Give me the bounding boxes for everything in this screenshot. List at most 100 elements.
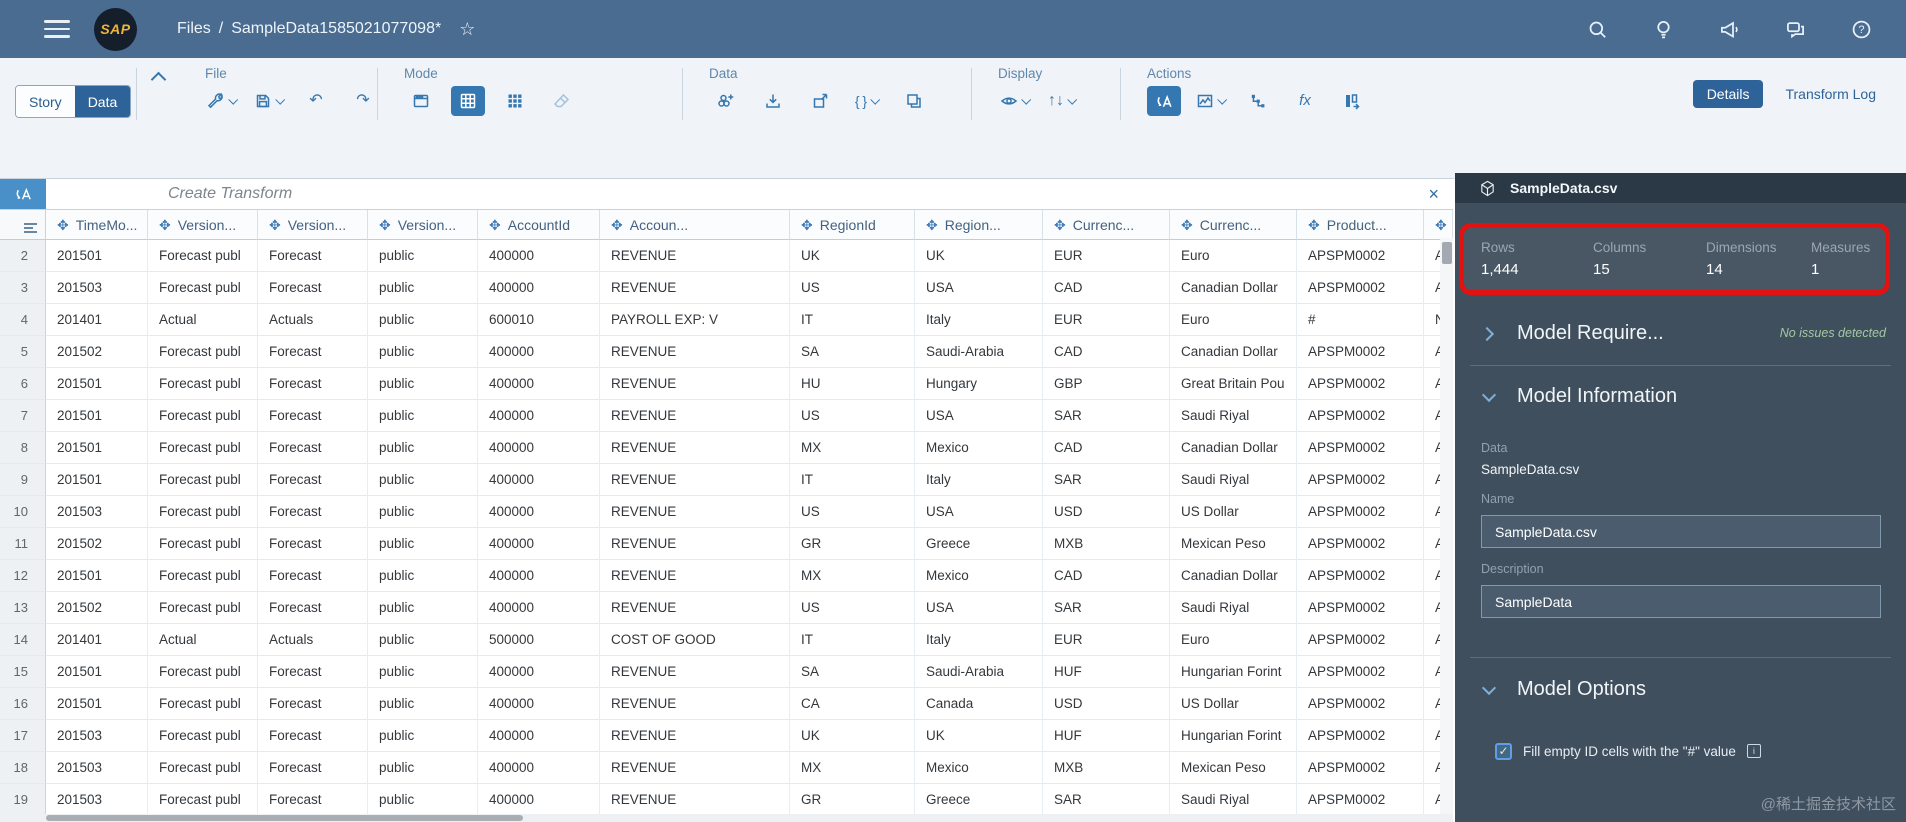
table-cell[interactable]: public [368,528,478,560]
table-cell[interactable]: 400000 [478,336,600,368]
row-number[interactable]: 2 [0,240,46,272]
table-cell[interactable]: 201502 [46,592,148,624]
column-header[interactable]: ✥ TimeMo... [46,210,148,240]
formula-button[interactable]: fx [1288,86,1322,116]
geo-enrich-button[interactable] [1194,86,1228,116]
table-cell[interactable]: REVENUE [600,656,790,688]
table-cell[interactable]: Canada [915,688,1043,720]
table-cell[interactable]: REVENUE [600,240,790,272]
table-cell[interactable]: Forecast publ [148,464,258,496]
table-cell[interactable]: REVENUE [600,496,790,528]
table-cell[interactable]: 201501 [46,432,148,464]
table-cell[interactable]: Forecast publ [148,336,258,368]
name-input[interactable]: SampleData.csv [1481,515,1881,548]
table-cell[interactable]: Euro [1170,240,1297,272]
table-cell[interactable]: Forecast [258,368,368,400]
row-number[interactable]: 15 [0,656,46,688]
table-cell[interactable]: APSPM0002 [1297,624,1424,656]
description-input[interactable]: SampleData [1481,585,1881,618]
table-cell[interactable]: APSPM0002 [1297,528,1424,560]
table-cell[interactable]: public [368,624,478,656]
table-cell[interactable]: 201503 [46,720,148,752]
table-cell[interactable]: public [368,368,478,400]
table-cell[interactable]: Forecast publ [148,400,258,432]
section-model-options[interactable]: Model Options [1481,676,1886,702]
table-cell[interactable]: Forecast publ [148,272,258,304]
duplicate-button[interactable] [897,86,931,116]
table-cell[interactable]: 400000 [478,752,600,784]
table-cell[interactable]: Actual [148,624,258,656]
sort-button[interactable]: ↑↓ [1045,86,1079,116]
table-cell[interactable]: Forecast [258,752,368,784]
table-cell[interactable]: REVENUE [600,752,790,784]
table-cell[interactable]: UK [915,240,1043,272]
table-cell[interactable]: Forecast [258,656,368,688]
table-cell[interactable]: HUF [1043,720,1170,752]
info-icon[interactable]: i [1746,744,1761,758]
table-cell[interactable]: REVENUE [600,272,790,304]
table-cell[interactable]: APSPM0002 [1297,752,1424,784]
table-cell[interactable]: Mexico [915,432,1043,464]
table-cell[interactable]: Euro [1170,304,1297,336]
table-cell[interactable]: Saudi Riyal [1170,400,1297,432]
search-icon[interactable] [1586,18,1608,40]
table-cell[interactable]: Forecast [258,464,368,496]
discussion-icon[interactable] [1784,18,1806,40]
table-cell[interactable]: 201502 [46,336,148,368]
table-cell[interactable]: REVENUE [600,432,790,464]
table-cell[interactable]: 400000 [478,592,600,624]
table-cell[interactable]: REVENUE [600,560,790,592]
table-cell[interactable]: Italy [915,624,1043,656]
table-cell[interactable]: UK [790,240,915,272]
table-cell[interactable]: 400000 [478,272,600,304]
table-cell[interactable]: Canadian Dollar [1170,560,1297,592]
row-number-header[interactable] [0,210,46,240]
row-number[interactable]: 17 [0,720,46,752]
table-cell[interactable]: IT [790,624,915,656]
table-cell[interactable]: Forecast publ [148,784,258,816]
table-cell[interactable]: Greece [915,784,1043,816]
table-cell[interactable]: APSPM0002 [1297,464,1424,496]
table-cell[interactable]: Forecast publ [148,752,258,784]
table-cell[interactable]: HU [790,368,915,400]
table-cell[interactable]: Forecast [258,272,368,304]
table-cell[interactable]: REVENUE [600,720,790,752]
table-cell[interactable]: Forecast [258,560,368,592]
row-number[interactable]: 13 [0,592,46,624]
table-cell[interactable]: GBP [1043,368,1170,400]
vertical-scrollbar-thumb[interactable] [1441,242,1452,264]
table-cell[interactable]: Forecast [258,720,368,752]
table-cell[interactable]: Italy [915,464,1043,496]
table-cell[interactable]: public [368,688,478,720]
table-cell[interactable]: Forecast publ [148,432,258,464]
table-cell[interactable]: MX [790,752,915,784]
table-cell[interactable]: Forecast [258,496,368,528]
table-cell[interactable]: UK [790,720,915,752]
visibility-button[interactable] [998,86,1032,116]
table-cell[interactable]: MXB [1043,528,1170,560]
table-cell[interactable]: Greece [915,528,1043,560]
tab-details[interactable]: Details [1692,80,1764,108]
table-cell[interactable]: 400000 [478,368,600,400]
column-header[interactable]: ✥ Product... [1297,210,1424,240]
table-cell[interactable]: Forecast publ [148,560,258,592]
table-cell[interactable]: Forecast publ [148,720,258,752]
table-cell[interactable]: # [1297,304,1424,336]
table-cell[interactable]: HUF [1043,656,1170,688]
table-cell[interactable]: 201501 [46,688,148,720]
table-cell[interactable]: 201502 [46,528,148,560]
table-cell[interactable]: CAD [1043,432,1170,464]
row-number[interactable]: 12 [0,560,46,592]
table-cell[interactable]: public [368,720,478,752]
table-cell[interactable]: Forecast [258,432,368,464]
table-cell[interactable]: Actuals [258,304,368,336]
table-cell[interactable]: 400000 [478,656,600,688]
table-cell[interactable]: USA [915,272,1043,304]
row-number[interactable]: 8 [0,432,46,464]
column-header[interactable]: ✥ Accoun... [600,210,790,240]
table-cell[interactable]: 400000 [478,496,600,528]
eraser-button[interactable] [545,86,579,116]
column-header[interactable]: ✥ RegionId [790,210,915,240]
breadcrumb-files-link[interactable]: Files [177,20,211,37]
table-cell[interactable]: 201501 [46,656,148,688]
